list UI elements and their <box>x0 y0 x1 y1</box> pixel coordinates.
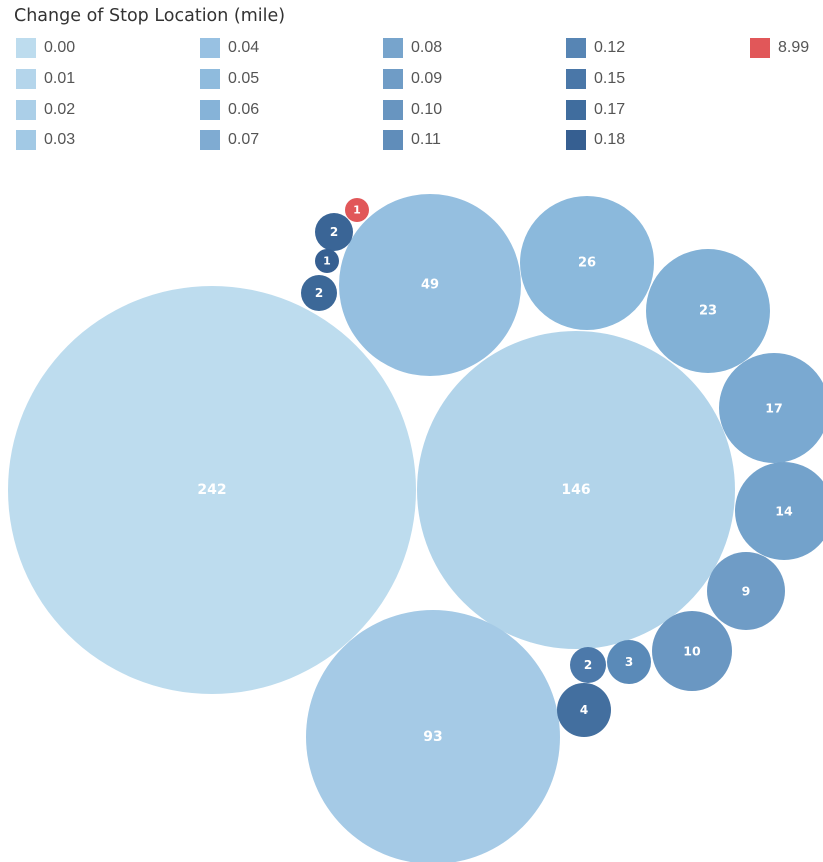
legend-swatch <box>16 130 36 150</box>
legend-label: 0.06 <box>228 101 260 118</box>
bubble-circle[interactable] <box>646 249 770 373</box>
legend-swatch <box>383 69 403 89</box>
bubble-value-label: 146 <box>561 482 590 498</box>
legend-label: 0.17 <box>594 101 626 118</box>
legend-label: 8.99 <box>778 39 810 56</box>
legend-label: 0.01 <box>44 70 76 87</box>
bubble-value-label: 4 <box>580 703 588 717</box>
bubble-value-label: 2 <box>315 286 323 300</box>
bubble-mark[interactable]: 10 <box>652 611 732 691</box>
legend-label: 0.04 <box>228 39 260 56</box>
chart-title: Change of Stop Location (mile) <box>14 6 286 26</box>
legend-swatch <box>383 100 403 120</box>
legend-swatch <box>566 69 586 89</box>
bubble-mark[interactable]: 49 <box>339 194 521 376</box>
legend-swatch <box>16 100 36 120</box>
bubble-value-label: 3 <box>625 655 633 669</box>
legend-swatch <box>383 38 403 58</box>
bubble-circle[interactable] <box>652 611 732 691</box>
legend-swatch <box>16 69 36 89</box>
legend-label: 0.15 <box>594 70 626 87</box>
bubble-value-label: 49 <box>421 278 439 293</box>
bubble-mark[interactable]: 2 <box>570 647 606 683</box>
legend-label: 0.18 <box>594 131 626 148</box>
bubble-circle[interactable] <box>306 610 560 862</box>
bubble-value-label: 17 <box>765 401 782 416</box>
bubble-circle[interactable] <box>520 196 654 330</box>
bubble-circle[interactable] <box>345 198 369 222</box>
legend-label: 0.05 <box>228 70 260 87</box>
legend-swatch <box>200 38 220 58</box>
legend-label: 0.07 <box>228 131 260 148</box>
bubble-circle[interactable] <box>570 647 606 683</box>
legend-swatch <box>383 130 403 150</box>
bubble-mark[interactable]: 93 <box>306 610 560 862</box>
legend-label: 0.12 <box>594 39 626 56</box>
bubble-value-label: 1 <box>353 204 361 217</box>
bubble-mark[interactable]: 146 <box>417 331 735 649</box>
legend-swatch <box>750 38 770 58</box>
bubble-circle[interactable] <box>607 640 651 684</box>
bubble-mark[interactable]: 14 <box>735 462 823 560</box>
bubble-value-label: 10 <box>683 644 701 659</box>
legend-swatch <box>566 100 586 120</box>
bubble-mark[interactable]: 2 <box>301 275 337 311</box>
legend-label: 0.08 <box>411 39 443 56</box>
bubble-circle[interactable] <box>735 462 823 560</box>
legend-label: 0.11 <box>411 131 441 148</box>
legend-label: 0.09 <box>411 70 443 87</box>
legend-label: 0.00 <box>44 39 76 56</box>
bubble-circle[interactable] <box>315 213 353 251</box>
bubble-circle[interactable] <box>301 275 337 311</box>
legend-swatch <box>200 100 220 120</box>
bubble-circle[interactable] <box>339 194 521 376</box>
bubble-value-label: 23 <box>699 304 717 319</box>
bubble-mark[interactable]: 3 <box>607 640 651 684</box>
bubble-circle[interactable] <box>557 683 611 737</box>
bubble-mark[interactable]: 9 <box>707 552 785 630</box>
bubble-mark[interactable]: 26 <box>520 196 654 330</box>
legend-label: 0.10 <box>411 101 443 118</box>
legend-label: 0.02 <box>44 101 76 118</box>
legend-swatch <box>16 38 36 58</box>
color-legend: 0.00 0.01 0.02 0.03 0.04 0.05 0.06 0.07 0.08 0.09… <box>16 37 823 162</box>
bubble-mark[interactable]: 2 <box>315 213 353 251</box>
bubble-value-label: 9 <box>742 584 751 599</box>
legend-swatch <box>200 130 220 150</box>
legend-swatch <box>200 69 220 89</box>
bubble-value-label: 2 <box>330 225 338 239</box>
bubble-circle[interactable] <box>417 331 735 649</box>
bubble-mark[interactable]: 242 <box>8 286 416 694</box>
bubble-mark[interactable]: 23 <box>646 249 770 373</box>
bubble-mark[interactable]: 17 <box>719 353 823 463</box>
bubble-circle[interactable] <box>707 552 785 630</box>
bubble-value-label: 26 <box>578 256 596 271</box>
legend-label: 0.03 <box>44 131 76 148</box>
bubble-value-label: 1 <box>323 255 331 268</box>
legend-swatch <box>566 38 586 58</box>
bubble-mark[interactable]: 1 <box>315 249 339 273</box>
bubble-value-label: 242 <box>197 482 226 498</box>
bubble-value-label: 2 <box>584 658 592 672</box>
bubble-circle[interactable] <box>719 353 823 463</box>
bubble-value-label: 14 <box>775 504 793 519</box>
legend-swatch <box>566 130 586 150</box>
bubble-circle[interactable] <box>8 286 416 694</box>
bubble-mark[interactable]: 1 <box>345 198 369 222</box>
bubble-mark[interactable]: 4 <box>557 683 611 737</box>
bubble-value-label: 93 <box>423 729 442 745</box>
bubble-circle[interactable] <box>315 249 339 273</box>
